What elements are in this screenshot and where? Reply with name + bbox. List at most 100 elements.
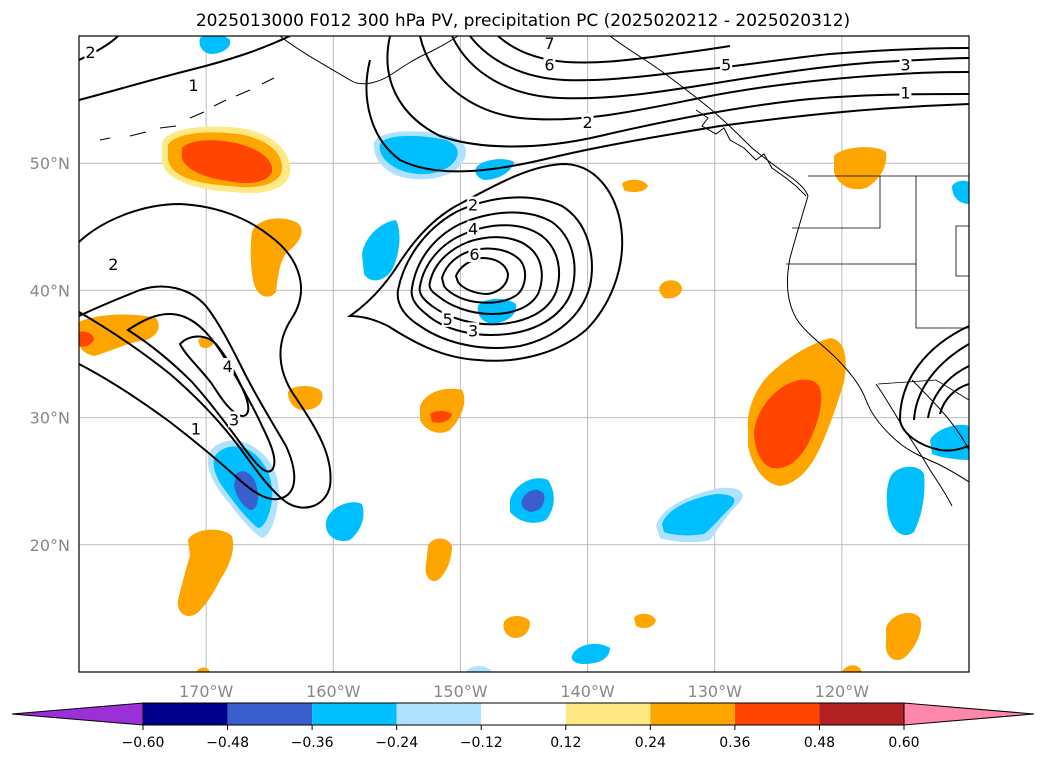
precip-area-168w-45n	[250, 218, 302, 297]
precip-area-172w-10n	[196, 667, 210, 672]
contour-label-bg	[467, 196, 480, 213]
colorbar-segment	[143, 703, 228, 725]
contour-label: 2	[85, 43, 95, 62]
pv-contour-north-5	[451, 36, 969, 100]
precip-neg-155w-52n-inner	[379, 135, 458, 175]
precip-area-126w-30n-core	[754, 379, 822, 469]
colorbar-segment	[227, 703, 313, 725]
contour-label-bg	[899, 84, 912, 101]
contour-label: 5	[721, 56, 731, 75]
precip-area-150w-30n	[420, 388, 465, 433]
precip-positive-areas	[79, 126, 922, 672]
contour-label-bg	[228, 411, 241, 428]
contour-label: 3	[900, 56, 910, 75]
contour-label: 2	[108, 255, 118, 274]
precip-area-162w-31n	[288, 386, 323, 410]
precip-neg-158w-43n	[362, 220, 400, 281]
political-boundaries	[786, 175, 969, 401]
pv-contour-north-7	[497, 36, 731, 64]
pv-contour-southeast-low	[899, 325, 969, 421]
contour-label-bg	[441, 310, 454, 327]
contour-label-bg	[581, 113, 594, 130]
precip-negative-areas	[199, 36, 969, 672]
lon-tick-label: 170°W	[179, 682, 234, 701]
contour-label: 6	[469, 245, 479, 264]
colorbar-outline	[142, 702, 905, 726]
lon-tick-label: 130°W	[688, 682, 743, 701]
precip-neg-146w-24n-core	[521, 489, 545, 512]
map-title: 2025013000 F012 300 hPa PV, precipitatio…	[196, 11, 850, 31]
contour-label-bg	[720, 56, 733, 73]
lat-tick-label: 50°N	[30, 154, 70, 173]
colorbar-tick-label: −0.24	[375, 735, 418, 751]
pv-contour-southeast-low-2	[913, 343, 969, 421]
contour-label: 2	[582, 113, 592, 132]
pv-contour-low-outer	[346, 162, 624, 362]
contour-label: 5	[443, 310, 453, 329]
colorbar-segment	[565, 703, 651, 725]
contour-label: 7	[544, 34, 554, 53]
colorbar-segment	[819, 703, 904, 725]
lat-tick-label: 40°N	[30, 281, 70, 300]
lon-tick-label: 150°W	[433, 682, 488, 701]
precip-neg-170w-60n	[199, 36, 231, 54]
colorbar-tick-label: 0.36	[719, 735, 750, 751]
precip-neg-142w-11n	[571, 643, 610, 664]
colorbar-tick-label: 0.48	[804, 735, 835, 751]
pv-contour-trough-2	[79, 202, 332, 509]
pv-contour-north-3	[419, 36, 969, 121]
contour-label-bg	[467, 220, 480, 237]
colorbar-segment	[734, 703, 820, 725]
precip-area-141w-48n	[622, 179, 648, 193]
contour-label: 3	[468, 321, 478, 340]
contour-label-bg	[543, 36, 556, 51]
pv-contour-low-2	[396, 196, 593, 349]
precip-area-aleutian-core	[182, 140, 273, 184]
axis-labels: 170°W 160°W 150°W 140°W 130°W 120°W 20°N 30°N 40…	[30, 154, 870, 701]
coastline-alaska-panhandle	[609, 36, 809, 197]
border-state-3	[915, 264, 969, 329]
pv-contour-trough-4	[178, 335, 250, 418]
pv-contours	[79, 36, 969, 509]
precip-area-dateline-36n-core	[79, 331, 94, 347]
pv-contour-trough-1	[79, 285, 296, 501]
contour-label: 4	[223, 357, 233, 376]
contour-label: 4	[468, 220, 478, 239]
pv-contour-trough-3	[126, 312, 276, 473]
border-us-mexico	[877, 379, 969, 401]
contour-label: 1	[188, 76, 198, 95]
contour-label-bg	[84, 43, 97, 60]
precip-area-153w-19n	[425, 538, 452, 582]
colorbar-tick-label: −0.36	[291, 735, 334, 751]
coastline-aleutian-islands	[99, 77, 275, 141]
colorbar: −0.60 −0.48 −0.36 −0.24 −0.12 0.12 0.24 0.36 0.4…	[11, 702, 1035, 751]
colorbar-tick-label: 0.60	[888, 735, 919, 751]
coastline-bc	[695, 109, 807, 197]
pv-contour-low-4	[418, 224, 561, 326]
colorbar-tick-label: −0.12	[460, 735, 503, 751]
lon-tick-label: 120°W	[815, 682, 870, 701]
contour-label-bg	[467, 322, 480, 339]
pv-contour-low-3	[410, 211, 576, 336]
lon-tick-label: 140°W	[560, 682, 615, 701]
contour-label-bg	[189, 420, 202, 437]
colorbar-tick-label: −0.60	[122, 735, 165, 751]
pv-contour-northwest-1	[79, 36, 119, 61]
precip-area-150w-30n-core	[430, 411, 452, 423]
coastline-alaska-peninsula	[279, 36, 459, 85]
lon-tick-label: 160°W	[306, 682, 361, 701]
contour-label-bg	[543, 56, 556, 73]
coastline-us-west	[787, 195, 969, 483]
contour-label: 1	[191, 419, 201, 438]
pv-contour-low-5	[428, 236, 543, 316]
colorbar-segment	[312, 703, 397, 725]
colorbar-tick-label: 0.24	[635, 735, 666, 751]
pv-contour-north-6	[469, 36, 969, 82]
precip-area-123w-48n	[834, 147, 887, 190]
precip-area-121w-10n	[842, 665, 862, 672]
coastlines	[99, 36, 969, 507]
colorbar-segment	[650, 703, 735, 725]
colorbar-segment	[481, 703, 566, 725]
